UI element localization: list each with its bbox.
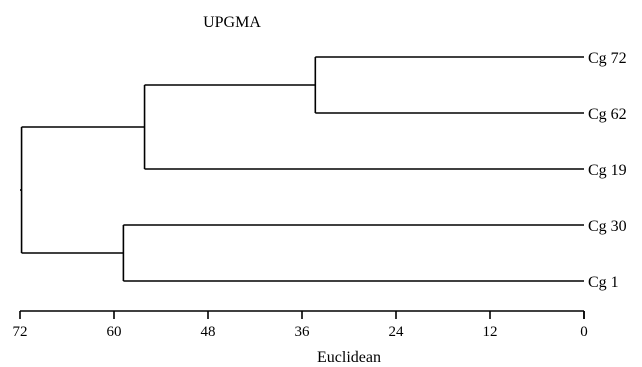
x-axis-label: Euclidean (317, 349, 381, 366)
leaf-label-cg-19: Cg 19 (588, 162, 627, 179)
leaf-label-cg-1: Cg 1 (588, 274, 619, 291)
x-axis: 72 60 48 36 24 12 0 (13, 310, 588, 340)
leaf-label-cg-72: Cg 72 (588, 50, 627, 67)
leaf-label-cg-30: Cg 30 (588, 218, 627, 235)
x-tick-label-60: 60 (107, 324, 122, 340)
leaf-label-cg-62: Cg 62 (588, 106, 627, 123)
x-tick-label-72: 72 (13, 324, 28, 340)
x-tick-label-0: 0 (580, 324, 588, 340)
x-tick-label-48: 48 (201, 324, 216, 340)
x-tick-label-12: 12 (483, 324, 498, 340)
x-tick-label-36: 36 (295, 324, 311, 340)
dendrogram-branches (20, 56, 584, 282)
chart-title: UPGMA (203, 14, 261, 31)
x-tick-label-24: 24 (389, 324, 405, 340)
leaf-labels: Cg 72 Cg 62 Cg 19 Cg 30 Cg 1 (588, 50, 627, 291)
